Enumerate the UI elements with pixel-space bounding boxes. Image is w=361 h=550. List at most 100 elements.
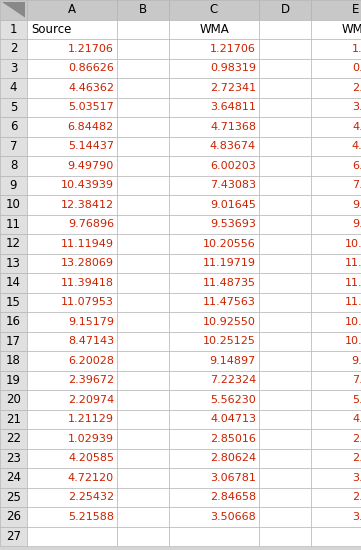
Bar xyxy=(27,293,117,312)
Bar xyxy=(311,117,361,136)
Text: 7.22324: 7.22324 xyxy=(210,375,256,385)
Bar xyxy=(117,156,169,175)
Bar xyxy=(117,136,169,156)
Text: 1.21706: 1.21706 xyxy=(210,44,256,54)
Bar xyxy=(27,234,117,254)
Bar xyxy=(311,390,361,410)
Bar xyxy=(311,312,361,332)
Text: 12: 12 xyxy=(6,237,21,250)
Bar xyxy=(311,410,361,429)
Text: 5: 5 xyxy=(10,101,17,114)
Bar xyxy=(259,312,311,332)
Text: 20: 20 xyxy=(6,393,21,406)
Text: D: D xyxy=(280,3,290,16)
Text: 25: 25 xyxy=(6,491,21,504)
Text: 4.71368: 4.71368 xyxy=(210,122,256,132)
Text: 23: 23 xyxy=(6,452,21,465)
Bar xyxy=(169,507,259,526)
Text: WMA: WMA xyxy=(199,23,229,36)
Bar xyxy=(0,39,27,58)
Bar xyxy=(117,19,169,39)
Bar xyxy=(169,273,259,293)
Bar xyxy=(169,390,259,410)
Bar xyxy=(311,371,361,390)
Bar xyxy=(259,175,311,195)
Text: 10.20556: 10.20556 xyxy=(345,239,361,249)
Bar xyxy=(27,39,117,58)
Bar xyxy=(311,175,361,195)
Bar xyxy=(259,0,311,19)
Text: 15: 15 xyxy=(6,296,21,309)
Bar xyxy=(259,526,311,546)
Text: 1.21706: 1.21706 xyxy=(352,44,361,54)
Bar xyxy=(27,175,117,195)
Bar xyxy=(259,97,311,117)
Text: 9.14897: 9.14897 xyxy=(352,356,361,366)
Bar xyxy=(169,254,259,273)
Bar xyxy=(311,468,361,487)
Bar xyxy=(117,97,169,117)
Bar xyxy=(117,526,169,546)
Text: 1.21129: 1.21129 xyxy=(68,414,114,424)
Bar xyxy=(27,19,117,39)
Text: 11.39418: 11.39418 xyxy=(61,278,114,288)
Bar xyxy=(27,487,117,507)
Text: 9.53693: 9.53693 xyxy=(210,219,256,229)
Bar xyxy=(117,78,169,97)
Text: 10: 10 xyxy=(6,198,21,211)
Bar xyxy=(169,429,259,448)
Bar xyxy=(117,234,169,254)
Bar xyxy=(27,312,117,332)
Bar xyxy=(0,78,27,97)
Text: 4.83674: 4.83674 xyxy=(352,141,361,151)
Text: 11.11949: 11.11949 xyxy=(61,239,114,249)
Bar xyxy=(0,97,27,117)
Bar xyxy=(259,468,311,487)
Text: 13.28069: 13.28069 xyxy=(61,258,114,268)
Bar xyxy=(117,507,169,526)
Bar xyxy=(169,487,259,507)
Text: 3.64811: 3.64811 xyxy=(210,102,256,112)
Bar xyxy=(117,351,169,371)
Text: 11.19719: 11.19719 xyxy=(203,258,256,268)
Bar xyxy=(27,526,117,546)
Bar xyxy=(311,254,361,273)
Text: 2.20974: 2.20974 xyxy=(68,395,114,405)
Text: 3.64811: 3.64811 xyxy=(352,102,361,112)
Bar xyxy=(117,448,169,468)
Text: 12.38412: 12.38412 xyxy=(61,200,114,210)
Bar xyxy=(169,39,259,58)
Bar xyxy=(311,0,361,19)
Text: 7.22324: 7.22324 xyxy=(352,375,361,385)
Bar xyxy=(0,526,27,546)
Bar xyxy=(259,39,311,58)
Polygon shape xyxy=(2,2,25,18)
Bar xyxy=(117,371,169,390)
Text: 16: 16 xyxy=(6,315,21,328)
Text: 9.15179: 9.15179 xyxy=(68,317,114,327)
Bar xyxy=(27,273,117,293)
Bar xyxy=(117,332,169,351)
Text: 2: 2 xyxy=(10,42,17,55)
Bar xyxy=(27,117,117,136)
Bar xyxy=(117,410,169,429)
Bar xyxy=(169,58,259,78)
Bar xyxy=(169,410,259,429)
Text: 5.56230: 5.56230 xyxy=(210,395,256,405)
Bar xyxy=(169,136,259,156)
Bar xyxy=(259,293,311,312)
Text: 7.43083: 7.43083 xyxy=(210,180,256,190)
Bar xyxy=(0,332,27,351)
Bar xyxy=(311,273,361,293)
Bar xyxy=(27,254,117,273)
Text: 11.48735: 11.48735 xyxy=(345,278,361,288)
Bar xyxy=(311,429,361,448)
Bar xyxy=(0,429,27,448)
Bar xyxy=(0,312,27,332)
Bar xyxy=(27,468,117,487)
Bar xyxy=(0,390,27,410)
Text: WMA: WMA xyxy=(341,23,361,36)
Text: 4.72120: 4.72120 xyxy=(68,473,114,483)
Text: 26: 26 xyxy=(6,510,21,523)
Bar xyxy=(311,526,361,546)
